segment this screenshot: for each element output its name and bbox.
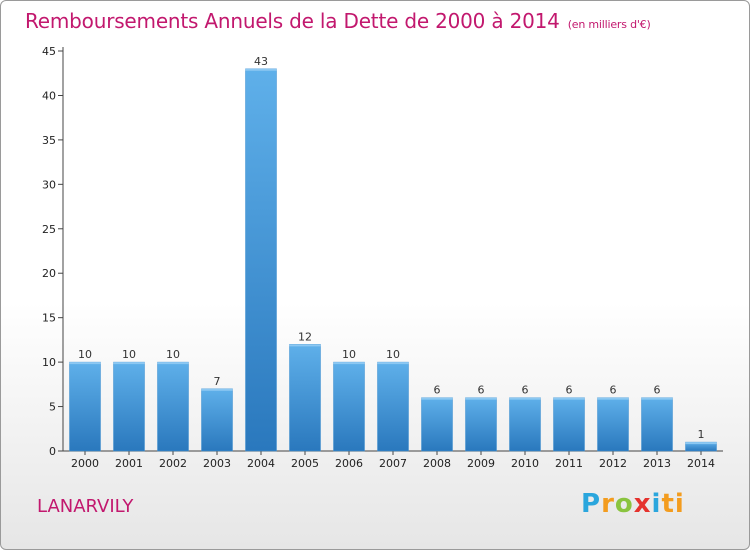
bar-highlight [641, 397, 673, 400]
bar-value-label: 10 [122, 348, 136, 361]
bar [421, 397, 453, 452]
chart-title: Remboursements Annuels de la Dette de 20… [25, 9, 651, 33]
y-tick-label: 40 [42, 89, 56, 102]
bar-value-label: 6 [610, 384, 617, 397]
x-tick-label: 2002 [159, 457, 187, 470]
x-tick-label: 2007 [379, 457, 407, 470]
bar [113, 361, 145, 452]
y-tick-label: 5 [49, 401, 56, 414]
bar-highlight [157, 362, 189, 365]
proxiti-logo: Proxiti [581, 489, 685, 519]
bar-highlight [553, 397, 585, 400]
axes: 0 5 10 15 20 25 30 35 40 45 2000 2001 2002 2003 2004 20… [42, 45, 723, 470]
y-tick-label: 15 [42, 312, 56, 325]
bar-value-label: 10 [386, 348, 400, 361]
y-tick-label: 35 [42, 134, 56, 147]
bar-highlight [245, 68, 277, 71]
bars: 10 10 10 7 43 12 10 10 6 6 6 6 6 6 1 [69, 55, 717, 452]
bar-highlight [509, 397, 541, 400]
bar [597, 397, 629, 452]
bar [641, 397, 673, 452]
bar-value-label: 6 [478, 384, 485, 397]
x-tick-label: 2001 [115, 457, 143, 470]
bar-value-label: 10 [342, 348, 356, 361]
x-tick-label: 2010 [511, 457, 539, 470]
bar-highlight [113, 362, 145, 365]
bar-highlight [465, 397, 497, 400]
x-tick-label: 2004 [247, 457, 275, 470]
bar-value-label: 6 [566, 384, 573, 397]
bar-value-label: 10 [78, 348, 92, 361]
bar-highlight [333, 362, 365, 365]
x-tick-label: 2003 [203, 457, 231, 470]
logo-letter: i [651, 489, 662, 519]
x-tick-label: 2000 [71, 457, 99, 470]
x-tick-label: 2014 [687, 457, 715, 470]
x-tick-label: 2009 [467, 457, 495, 470]
bar-value-label: 6 [434, 384, 441, 397]
bar [333, 361, 365, 452]
logo-letter: x [633, 489, 652, 519]
bar [157, 361, 189, 452]
x-tick-label: 2008 [423, 457, 451, 470]
y-tick-label: 10 [42, 356, 56, 369]
bar [377, 361, 409, 452]
logo-letter: r [601, 489, 615, 519]
bar [69, 361, 101, 452]
bar-value-label: 43 [254, 55, 268, 68]
bar [465, 397, 497, 452]
chart-title-text: Remboursements Annuels de la Dette de 20… [25, 9, 560, 33]
y-tick-label: 30 [42, 178, 56, 191]
bar-value-label: 6 [654, 384, 661, 397]
bar-highlight [597, 397, 629, 400]
y-tick-label: 25 [42, 223, 56, 236]
logo-letter: ti [661, 489, 685, 519]
x-tick-label: 2006 [335, 457, 363, 470]
bar-highlight [377, 362, 409, 365]
bar-highlight [685, 442, 717, 445]
x-tick-label: 2013 [643, 457, 671, 470]
y-tick-label: 20 [42, 267, 56, 280]
bar [201, 388, 233, 452]
bar-value-label: 1 [698, 428, 705, 441]
bar-highlight [69, 362, 101, 365]
bar-highlight [289, 344, 321, 347]
bar-value-label: 7 [214, 375, 221, 388]
bar-highlight [421, 397, 453, 400]
y-tick-label: 45 [42, 45, 56, 58]
commune-name: LANARVILY [37, 496, 134, 517]
bar [553, 397, 585, 452]
bar [245, 68, 277, 452]
bar-value-label: 12 [298, 330, 312, 343]
logo-letter: o [614, 489, 634, 519]
bar [289, 344, 321, 452]
x-tick-label: 2012 [599, 457, 627, 470]
chart-subtitle: (en milliers d'€) [567, 18, 651, 31]
bar-highlight [201, 388, 233, 391]
bar-value-label: 6 [522, 384, 529, 397]
x-tick-label: 2011 [555, 457, 583, 470]
bar-value-label: 10 [166, 348, 180, 361]
x-tick-label: 2005 [291, 457, 319, 470]
bar [509, 397, 541, 452]
y-tick-label: 0 [49, 445, 56, 458]
logo-letter: P [581, 489, 602, 519]
